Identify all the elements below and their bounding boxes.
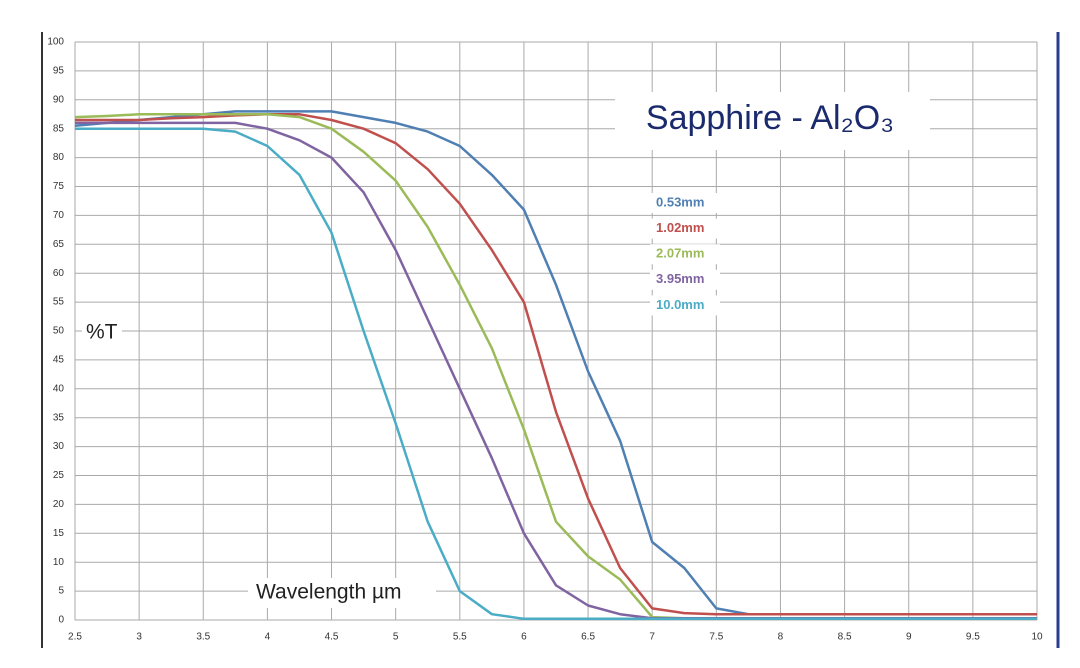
chart-title: Sapphire - Al₂O₃ — [646, 99, 894, 137]
series-line — [75, 127, 1037, 621]
y-tick-label: 55 — [53, 297, 65, 308]
x-tick-label: 4 — [265, 632, 271, 643]
y-tick-label: 30 — [53, 441, 65, 452]
legend-bg — [650, 193, 720, 213]
legend-label: 3.95mm — [656, 271, 704, 286]
legend-bg — [650, 269, 720, 290]
legend-bg — [650, 295, 720, 316]
x-tick-label: 9.5 — [966, 632, 980, 643]
y-tick-label: 95 — [53, 66, 65, 77]
x-tick-label: 7.5 — [709, 632, 723, 643]
y-tick-label: 50 — [53, 326, 65, 337]
x-tick-label: 3.5 — [196, 632, 210, 643]
series-line — [75, 113, 1037, 616]
x-tick-label: 8.5 — [838, 632, 852, 643]
y-tick-label: 75 — [53, 181, 65, 192]
title-bg — [615, 92, 930, 150]
x-tick-label: 5.5 — [453, 632, 467, 643]
legend-label: 10.0mm — [656, 297, 704, 312]
y-tick-label: 65 — [53, 239, 65, 250]
legend-label: 1.02mm — [656, 220, 704, 235]
x-tick-label: 3 — [136, 632, 142, 643]
lines — [74, 110, 1037, 621]
y-tick-label: 20 — [53, 499, 65, 510]
x-tick-label: 4.5 — [325, 632, 339, 643]
y-tick-label: 60 — [53, 268, 65, 279]
x-axis-label: Wavelength µm — [256, 581, 402, 604]
y-tick-label: 15 — [53, 528, 65, 539]
x-tick-label: 10 — [1031, 632, 1043, 643]
x-tick-label: 5 — [393, 632, 399, 643]
y-tick-label: 25 — [53, 470, 65, 481]
y-tick-label: 35 — [53, 412, 65, 423]
x-tick-label: 7 — [649, 632, 655, 643]
x-tick-label: 6.5 — [581, 632, 595, 643]
y-tick-label: 40 — [53, 383, 65, 394]
x-tick-label: 6 — [521, 632, 527, 643]
y-tick-label: 10 — [53, 557, 65, 568]
y-tick-label: 85 — [53, 123, 65, 134]
legend-bg — [650, 244, 720, 265]
legend-label: 0.53mm — [656, 194, 704, 209]
y-tick-label: 90 — [53, 94, 65, 105]
x-tick-label: 8 — [778, 632, 784, 643]
y-label-bg — [82, 318, 122, 346]
series-line — [74, 113, 1037, 620]
series-line — [75, 121, 1037, 620]
y-tick-label: 45 — [53, 355, 65, 366]
y-axis-label: %T — [86, 321, 118, 344]
y-tick-label: 5 — [58, 586, 64, 597]
x-label-bg — [248, 578, 436, 608]
legend: 0.53mm 1.02mm 2.07mm 3.95mm 10.0mm — [650, 193, 720, 316]
x-tick-label: 2.5 — [68, 632, 82, 643]
y-tick-label: 0 — [58, 615, 64, 626]
y-tick-label: 70 — [53, 210, 65, 221]
y-tick-label: 100 — [47, 37, 64, 48]
y-tick-label: 80 — [53, 152, 65, 163]
legend-bg — [650, 218, 720, 239]
grid: 0510152025303540455055606570758085909510… — [47, 37, 1043, 643]
legend-label: 2.07mm — [656, 246, 704, 261]
x-tick-label: 9 — [906, 632, 912, 643]
